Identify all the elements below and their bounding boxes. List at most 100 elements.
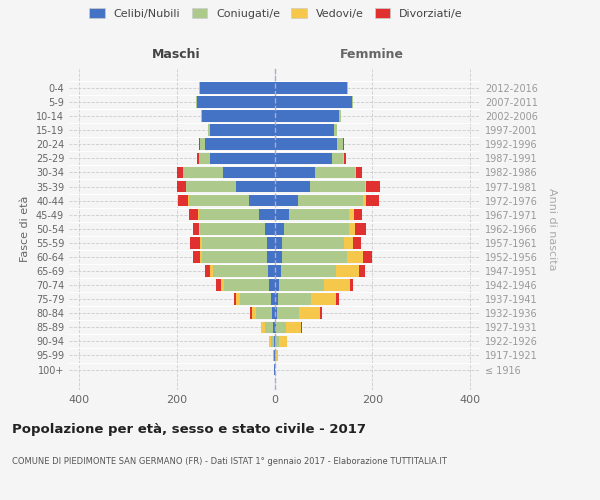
Y-axis label: Anni di nascita: Anni di nascita bbox=[547, 188, 557, 270]
Bar bbox=[259, 209, 275, 220]
Bar bbox=[275, 82, 347, 94]
Bar bbox=[193, 251, 275, 262]
Bar bbox=[275, 237, 283, 248]
Bar bbox=[275, 110, 339, 122]
Bar bbox=[275, 166, 314, 178]
Bar bbox=[178, 195, 275, 206]
Bar bbox=[193, 223, 275, 234]
Bar bbox=[199, 82, 275, 94]
Bar bbox=[275, 265, 281, 277]
Bar bbox=[275, 124, 337, 136]
Bar bbox=[275, 82, 349, 94]
Bar bbox=[274, 364, 275, 376]
Bar bbox=[274, 364, 275, 376]
Bar bbox=[273, 322, 275, 333]
Bar bbox=[275, 251, 347, 262]
Bar bbox=[274, 364, 275, 376]
Bar bbox=[265, 223, 275, 234]
Bar bbox=[250, 308, 275, 319]
Bar bbox=[208, 124, 275, 136]
Bar bbox=[183, 166, 275, 178]
Bar bbox=[200, 82, 275, 94]
Bar bbox=[236, 294, 275, 305]
Bar bbox=[197, 152, 275, 164]
Bar bbox=[275, 265, 335, 277]
Bar bbox=[275, 209, 349, 220]
Bar bbox=[275, 251, 373, 262]
Bar bbox=[275, 223, 284, 234]
Bar bbox=[223, 166, 275, 178]
Bar bbox=[205, 265, 275, 277]
Bar bbox=[275, 124, 334, 136]
Bar bbox=[275, 152, 332, 164]
Bar bbox=[268, 265, 275, 277]
Bar bbox=[208, 124, 275, 136]
Bar bbox=[182, 166, 275, 178]
Bar bbox=[275, 195, 379, 206]
Bar bbox=[199, 82, 275, 94]
Bar bbox=[221, 280, 275, 291]
Bar bbox=[196, 96, 275, 108]
Bar bbox=[275, 195, 298, 206]
Text: Popolazione per età, sesso e stato civile - 2017: Popolazione per età, sesso e stato civil… bbox=[12, 422, 366, 436]
Bar bbox=[273, 350, 275, 362]
Bar bbox=[275, 138, 343, 150]
Bar bbox=[210, 124, 275, 136]
Bar bbox=[275, 223, 349, 234]
Bar bbox=[274, 336, 275, 347]
Bar bbox=[275, 96, 353, 108]
Bar bbox=[272, 350, 275, 362]
Bar bbox=[190, 209, 275, 220]
Bar bbox=[190, 195, 275, 206]
Bar bbox=[275, 138, 343, 150]
Bar bbox=[275, 195, 362, 206]
Bar bbox=[275, 152, 343, 164]
Bar bbox=[275, 96, 352, 108]
Bar bbox=[275, 294, 339, 305]
Bar bbox=[199, 209, 275, 220]
Bar bbox=[275, 209, 362, 220]
Bar bbox=[275, 195, 365, 206]
Bar bbox=[275, 82, 349, 94]
Bar bbox=[275, 166, 355, 178]
Bar bbox=[275, 280, 325, 291]
Bar bbox=[275, 308, 299, 319]
Bar bbox=[275, 138, 344, 150]
Bar bbox=[199, 138, 275, 150]
Bar bbox=[275, 223, 355, 234]
Bar bbox=[199, 82, 275, 94]
Bar bbox=[275, 110, 341, 122]
Bar bbox=[275, 96, 353, 108]
Bar bbox=[275, 336, 280, 347]
Bar bbox=[198, 209, 275, 220]
Bar bbox=[275, 322, 286, 333]
Bar bbox=[199, 152, 275, 164]
Bar bbox=[275, 251, 362, 262]
Bar bbox=[261, 322, 275, 333]
Bar bbox=[275, 280, 353, 291]
Bar bbox=[275, 209, 289, 220]
Bar bbox=[272, 308, 275, 319]
Bar bbox=[266, 251, 275, 262]
Bar bbox=[275, 322, 276, 333]
Legend: Celibi/Nubili, Coniugati/e, Vedovi/e, Divorziati/e: Celibi/Nubili, Coniugati/e, Vedovi/e, Di… bbox=[89, 8, 463, 19]
Bar bbox=[275, 251, 283, 262]
Bar bbox=[205, 138, 275, 150]
Bar bbox=[200, 110, 275, 122]
Bar bbox=[176, 166, 275, 178]
Bar bbox=[272, 350, 275, 362]
Bar bbox=[275, 96, 353, 108]
Bar bbox=[275, 237, 344, 248]
Bar bbox=[202, 237, 275, 248]
Y-axis label: Fasce di età: Fasce di età bbox=[20, 196, 30, 262]
Bar bbox=[275, 152, 344, 164]
Bar bbox=[188, 195, 275, 206]
Bar bbox=[200, 251, 275, 262]
Bar bbox=[202, 251, 275, 262]
Bar bbox=[275, 124, 337, 136]
Bar bbox=[210, 152, 275, 164]
Bar bbox=[275, 180, 310, 192]
Bar bbox=[275, 294, 336, 305]
Bar bbox=[186, 180, 275, 192]
Bar bbox=[275, 350, 278, 362]
